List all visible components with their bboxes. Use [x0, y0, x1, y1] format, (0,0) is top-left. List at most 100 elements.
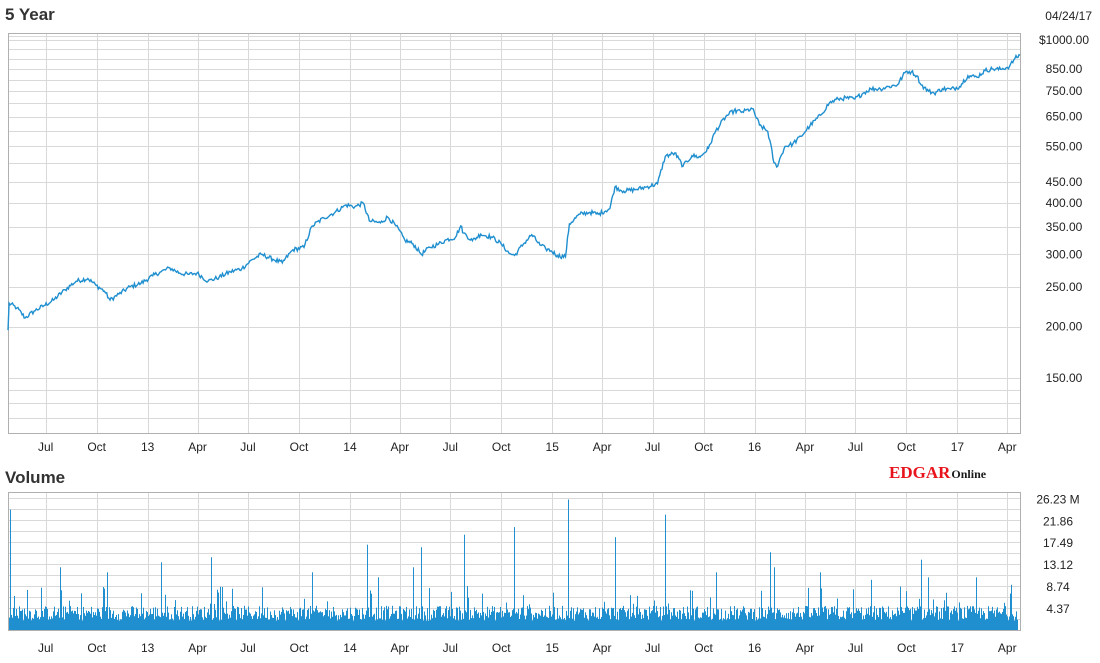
volume-bar	[999, 611, 1000, 630]
volume-bar	[103, 587, 104, 630]
volume-bar	[232, 588, 233, 630]
volume-bar	[186, 610, 187, 630]
volume-bar	[273, 618, 274, 630]
volume-bar	[340, 614, 341, 630]
volume-bar	[665, 514, 666, 630]
volume-bar	[724, 619, 725, 630]
volume-bar	[914, 608, 915, 630]
volume-bar	[854, 613, 855, 630]
volume-bar	[287, 611, 288, 630]
volume-bar	[59, 617, 60, 630]
volume-bar	[922, 619, 923, 630]
price-x-axis: Jul Oct 13 Apr Jul Oct 14 Apr Jul Oct 15 Apr Jul Oct 1…	[38, 440, 1017, 454]
volume-bar	[952, 614, 953, 630]
volume-bar	[9, 617, 10, 630]
volume-bar	[870, 606, 871, 630]
volume-bar	[796, 613, 797, 630]
volume-bar	[349, 618, 350, 630]
volume-bar	[855, 613, 856, 630]
volume-y-tick-label: 8.74	[1046, 580, 1070, 594]
volume-bar	[640, 612, 641, 630]
volume-bar	[408, 616, 409, 630]
volume-bar	[256, 612, 257, 630]
volume-bar	[218, 592, 219, 630]
volume-bar	[562, 605, 563, 630]
volume-bar	[143, 607, 144, 630]
volume-bar	[520, 614, 521, 630]
volume-bar	[147, 612, 148, 630]
volume-bar	[107, 572, 108, 630]
volume-bar	[995, 616, 996, 630]
volume-bar	[915, 610, 916, 630]
volume-bar	[830, 613, 831, 630]
volume-bar	[315, 608, 316, 630]
volume-bar	[722, 620, 723, 630]
volume-bar	[733, 615, 734, 630]
volume-bar	[189, 620, 190, 630]
volume-bar	[423, 620, 424, 630]
volume-bar	[656, 606, 657, 630]
volume-bar	[751, 608, 752, 630]
volume-bar	[268, 619, 269, 630]
volume-bar	[393, 613, 394, 630]
volume-bar	[734, 606, 735, 630]
volume-bar	[371, 593, 372, 630]
volume-bar	[776, 613, 777, 630]
volume-bar	[561, 619, 562, 630]
volume-bar	[568, 499, 569, 630]
volume-bar	[687, 606, 688, 630]
volume-bar	[632, 612, 633, 630]
volume-bar	[484, 620, 485, 630]
price-x-tick-label: 16	[748, 440, 762, 454]
volume-bar	[790, 611, 791, 630]
volume-bar	[532, 620, 533, 630]
volume-bar	[47, 609, 48, 630]
volume-bar	[949, 620, 950, 630]
volume-bar	[64, 619, 65, 630]
volume-bar	[117, 620, 118, 630]
price-x-tick-label: Jul	[38, 440, 53, 454]
volume-bar	[627, 610, 628, 630]
volume-bar	[747, 619, 748, 630]
volume-bar	[92, 617, 93, 630]
volume-bar	[748, 611, 749, 630]
volume-bar	[57, 611, 58, 630]
volume-bar	[763, 616, 764, 630]
volume-bar	[755, 620, 756, 630]
volume-bar	[589, 609, 590, 630]
volume-bar	[412, 618, 413, 630]
volume-bar	[137, 609, 138, 630]
volume-bar	[425, 615, 426, 630]
volume-bar	[888, 606, 889, 630]
volume-bar	[35, 609, 36, 630]
volume-bar	[1006, 614, 1007, 630]
volume-bar	[709, 616, 710, 630]
volume-bar	[20, 611, 21, 630]
volume-bar	[50, 619, 51, 630]
volume-bar	[39, 619, 40, 630]
price-y-tick-label: 550.00	[1046, 139, 1083, 153]
volume-bar	[801, 616, 802, 630]
volume-bar	[52, 618, 53, 630]
volume-bar	[894, 614, 895, 630]
price-x-tick-label: 13	[141, 440, 155, 454]
volume-bar	[381, 606, 382, 630]
volume-bar	[582, 610, 583, 630]
volume-bar	[622, 607, 623, 630]
volume-bar	[705, 611, 706, 630]
volume-bar	[458, 620, 459, 630]
volume-bar	[918, 609, 919, 630]
volume-bar	[572, 618, 573, 630]
volume-bar	[292, 616, 293, 630]
volume-bar	[355, 607, 356, 630]
volume-bar	[82, 620, 83, 630]
volume-bar	[151, 614, 152, 630]
volume-bar	[567, 615, 568, 630]
price-x-tick-label: Oct	[290, 440, 309, 454]
volume-bar	[134, 616, 135, 630]
volume-bar	[541, 609, 542, 630]
volume-bar	[933, 599, 934, 630]
volume-bar	[585, 612, 586, 630]
volume-bar	[605, 611, 606, 630]
volume-bar	[42, 610, 43, 630]
